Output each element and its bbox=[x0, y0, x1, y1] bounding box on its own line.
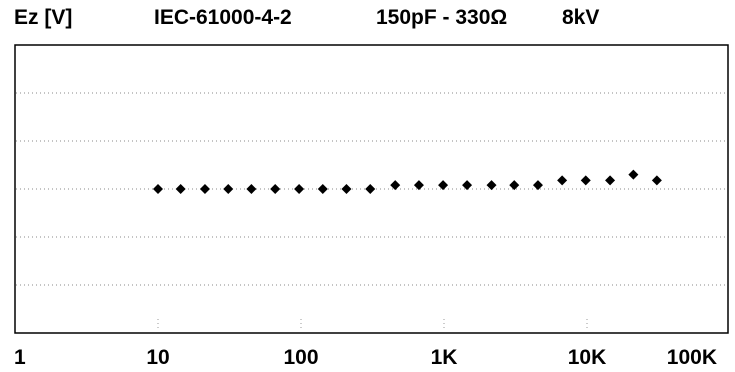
data-point bbox=[153, 184, 163, 194]
data-point bbox=[317, 184, 328, 194]
data-point bbox=[605, 175, 616, 186]
data-point bbox=[199, 184, 210, 194]
data-point bbox=[462, 180, 473, 191]
data-point bbox=[294, 184, 305, 194]
grid-lines bbox=[16, 92, 727, 286]
x-tick-label: 10K bbox=[568, 346, 607, 369]
x-tick-label: 1K bbox=[431, 346, 458, 369]
data-point bbox=[223, 184, 234, 194]
data-point bbox=[532, 180, 543, 191]
data-point bbox=[557, 175, 568, 186]
x-tick-labels: 1 10 100 1K 10K 100K bbox=[14, 346, 717, 369]
x-tick-label: 100K bbox=[667, 346, 717, 369]
data-point bbox=[365, 184, 376, 194]
x-tick-label: 10 bbox=[146, 346, 169, 369]
data-point bbox=[341, 184, 352, 194]
plot-area bbox=[14, 44, 729, 334]
data-point bbox=[509, 180, 520, 191]
x-tick-label: 100 bbox=[283, 346, 318, 369]
data-point bbox=[390, 180, 401, 191]
data-point bbox=[270, 184, 281, 194]
data-point bbox=[486, 180, 497, 191]
data-point bbox=[628, 169, 639, 180]
data-point bbox=[246, 184, 257, 194]
data-point bbox=[651, 175, 662, 186]
x-tick-label: 1 bbox=[14, 346, 26, 369]
chart-subtitle: 150pF - 330Ω bbox=[376, 6, 508, 29]
y-axis-label: Ez [V] bbox=[14, 6, 73, 29]
x-guide-marks bbox=[157, 319, 588, 329]
data-point bbox=[413, 180, 424, 191]
chart-title: IEC-61000-4-2 bbox=[154, 6, 292, 29]
voltage-label: 8kV bbox=[562, 6, 600, 29]
data-point bbox=[580, 175, 591, 186]
data-point bbox=[438, 180, 449, 191]
data-point bbox=[175, 184, 186, 194]
data-points bbox=[153, 169, 662, 194]
chart-header: Ez [V] IEC-61000-4-2 150pF - 330Ω 8kV bbox=[0, 0, 735, 44]
